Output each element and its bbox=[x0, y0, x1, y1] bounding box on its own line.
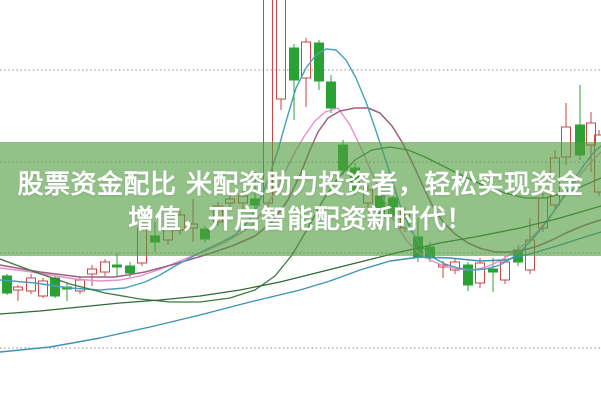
candle-body-up bbox=[87, 268, 97, 275]
candle-body-down bbox=[314, 42, 324, 82]
candle-body-down bbox=[488, 268, 498, 273]
candle-body-down bbox=[125, 265, 135, 274]
banner-text-line1: 股票资金配比 米配资助力投资者，轻松实现资金 bbox=[17, 170, 584, 200]
candle-body-up bbox=[301, 41, 311, 79]
candle-body-up bbox=[38, 280, 48, 297]
candle-body-down bbox=[289, 47, 299, 81]
candle-body-down bbox=[112, 264, 122, 268]
candle-body-up bbox=[13, 286, 23, 291]
candle-body-down bbox=[2, 275, 12, 294]
banner-text-line2: 增值，开启智能配资新时代！ bbox=[128, 205, 473, 235]
candle-body-up bbox=[100, 261, 110, 273]
candle-body-up bbox=[475, 262, 485, 284]
candle-body-up bbox=[276, 0, 286, 100]
candle-body-up bbox=[26, 277, 36, 292]
candle-body-down bbox=[463, 264, 473, 286]
candle-body-down bbox=[326, 81, 336, 109]
promo-banner: 股票资金配比 米配资助力投资者，轻松实现资金 增值，开启智能配资新时代！ bbox=[0, 142, 601, 256]
